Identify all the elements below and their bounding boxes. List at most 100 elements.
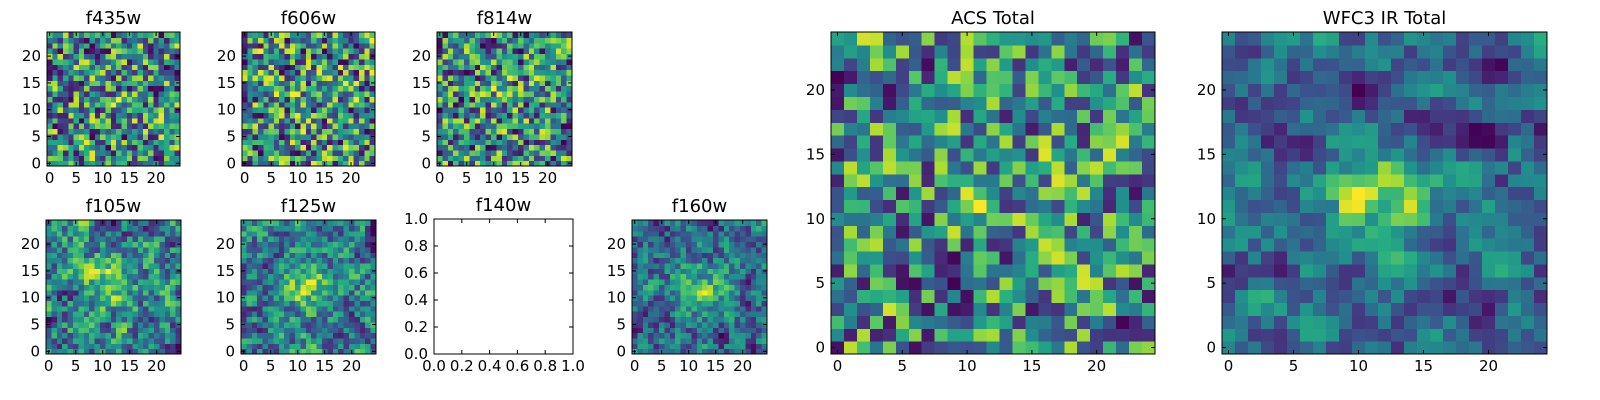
heatmap-cell [723,305,730,312]
heatmap-cell [947,328,962,342]
heatmap-cell [1129,160,1143,175]
heatmap-cell [164,295,171,301]
heatmap-cell [143,337,150,344]
heatmap-cell [469,117,476,124]
heatmap-cell [343,348,350,355]
heatmap-cell [252,149,259,156]
panel-title: f125w [281,196,336,217]
heatmap-cell [73,42,80,49]
heatmap-cell [545,101,551,108]
heatmap-cell [354,337,361,344]
heatmap-cell [1326,250,1340,265]
heatmap-cell [62,74,69,81]
heatmap-cell [311,144,318,151]
heatmap-cell [56,273,63,280]
heatmap-cell [164,252,171,259]
heatmap-cell [62,278,69,285]
heatmap-cell [1025,44,1039,59]
heatmap-cell [137,32,144,38]
heatmap-cell [337,128,344,135]
heatmap-cell [856,32,871,46]
heatmap-cell [67,343,74,350]
heatmap-cell [132,133,139,140]
heatmap-cell [653,316,660,323]
heatmap-cell [1051,96,1065,110]
heatmap-cell [273,311,280,318]
heatmap-cell [100,337,106,344]
heatmap-cell [67,295,74,301]
heatmap-cell [1313,341,1327,355]
heatmap-cell [523,149,530,156]
heatmap-cell [1129,83,1143,97]
heatmap-cell [89,53,96,60]
heatmap-cell [474,69,481,76]
heatmap-cell [305,58,312,65]
heatmap-cell [89,225,96,232]
heatmap-cell [268,321,274,328]
heatmap-cell [1038,57,1052,72]
heatmap-cell [761,262,768,269]
heatmap-cell [47,117,53,124]
heatmap-cell [247,37,254,44]
heatmap-cell [73,295,79,301]
heatmap-cell [175,289,182,296]
heatmap-cell [453,53,460,60]
heatmap-cell [740,316,746,323]
heatmap-cell [311,69,318,76]
heatmap-cell [284,58,291,65]
heatmap-cell [353,123,360,130]
heatmap-cell [458,90,465,97]
heatmap-cell [252,128,259,135]
heatmap-cell [241,278,247,285]
heatmap-cell [632,311,638,318]
heatmap-cell [278,241,285,248]
heatmap-cell [57,64,64,71]
heatmap-cell [745,305,752,312]
heatmap-cell [642,262,649,269]
heatmap-cell [474,64,481,71]
heatmap-cell [84,139,91,146]
heatmap-cell [895,83,910,97]
heatmap-cell [295,316,301,323]
axes-frame [433,218,574,355]
heatmap-cell [110,112,117,119]
heatmap-cell [1391,276,1405,291]
heatmap-cell [337,160,344,167]
heatmap-cell [105,160,112,167]
heatmap-cell [295,96,302,103]
x-tick-label: 10 [288,169,307,187]
heatmap-cell [78,311,85,318]
heatmap-cell [561,107,568,113]
heatmap-cell [349,343,355,350]
heatmap-cell [370,257,377,264]
heatmap-cell [164,305,171,312]
heatmap-cell [327,252,334,259]
heatmap-cell [338,343,345,350]
heatmap-cell [289,289,296,296]
x-tick-label: 5 [71,169,81,187]
heatmap-cell [453,155,460,162]
heatmap-cell [843,173,858,188]
heatmap-cell [675,337,682,344]
heatmap-cell [555,160,562,167]
heatmap-cell [158,101,165,108]
heatmap-cell [273,101,280,108]
heatmap-cell [664,311,671,318]
heatmap-cell [1090,276,1104,291]
heatmap-cell [137,300,144,307]
heatmap-cell [305,252,312,259]
heatmap-cell [132,69,139,76]
heatmap-cell [321,48,328,55]
heatmap-cell [148,155,154,162]
heatmap-cell [257,262,264,269]
heatmap-cell [164,289,171,296]
heatmap-cell [947,289,962,304]
heatmap-cell [158,107,165,113]
heatmap-cell [89,96,96,103]
heatmap-cell [316,107,323,113]
heatmap-cell [78,80,85,87]
heatmap-cell [761,220,768,226]
heatmap-cell [642,273,649,280]
heatmap-cell [1051,109,1065,123]
heatmap-cell [89,85,96,92]
